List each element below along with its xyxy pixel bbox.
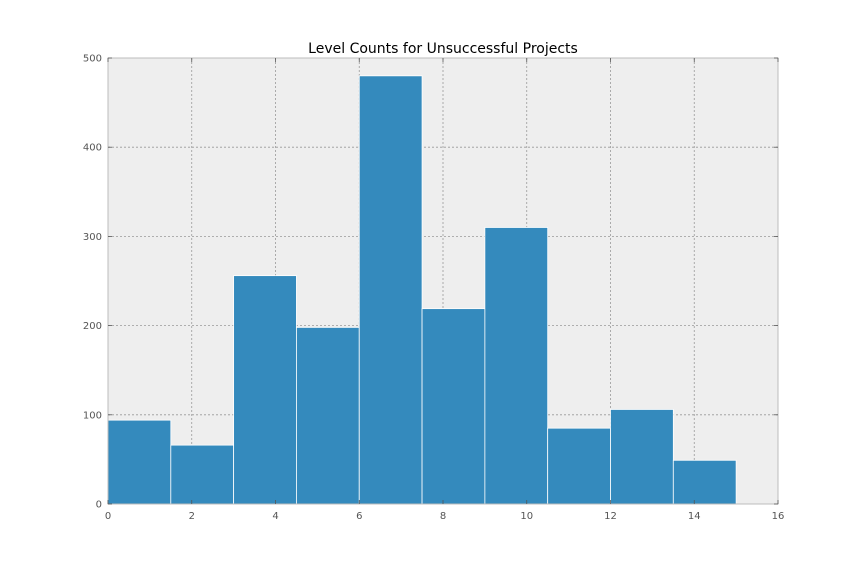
histogram-bar-8 — [610, 409, 674, 505]
histogram-bar-0 — [107, 419, 172, 505]
y-tick-label: 100 — [83, 410, 102, 421]
histogram-bar-7 — [547, 427, 611, 505]
histogram-bar-9 — [672, 459, 737, 505]
histogram-bar-4 — [358, 75, 423, 505]
bars — [107, 75, 737, 505]
histogram-bar-6 — [484, 227, 549, 505]
x-tick-label: 0 — [105, 511, 111, 522]
histogram-bar-2 — [233, 275, 297, 505]
x-tick-label: 14 — [688, 511, 701, 522]
histogram-bar-1 — [170, 444, 235, 505]
x-tick-label: 4 — [272, 511, 278, 522]
tick-labels: 0 2 4 6 8 10 12 14 16 0 100 200 300 400 500 — [83, 54, 784, 523]
x-tick-label: 16 — [772, 511, 785, 522]
chart-title: Level Counts for Unsuccessful Projects — [308, 41, 578, 57]
histogram-bar-5 — [421, 308, 486, 505]
y-tick-label: 500 — [83, 54, 102, 65]
y-tick-label: 200 — [83, 321, 102, 332]
x-tick-label: 6 — [356, 511, 362, 522]
y-tick-label: 400 — [83, 143, 102, 154]
y-tick-label: 0 — [96, 500, 102, 511]
x-tick-label: 8 — [440, 511, 446, 522]
x-tick-label: 10 — [520, 511, 533, 522]
histogram-bar-3 — [296, 326, 360, 505]
x-tick-label: 2 — [189, 511, 195, 522]
x-tick-label: 12 — [604, 511, 617, 522]
y-tick-label: 300 — [83, 232, 102, 243]
